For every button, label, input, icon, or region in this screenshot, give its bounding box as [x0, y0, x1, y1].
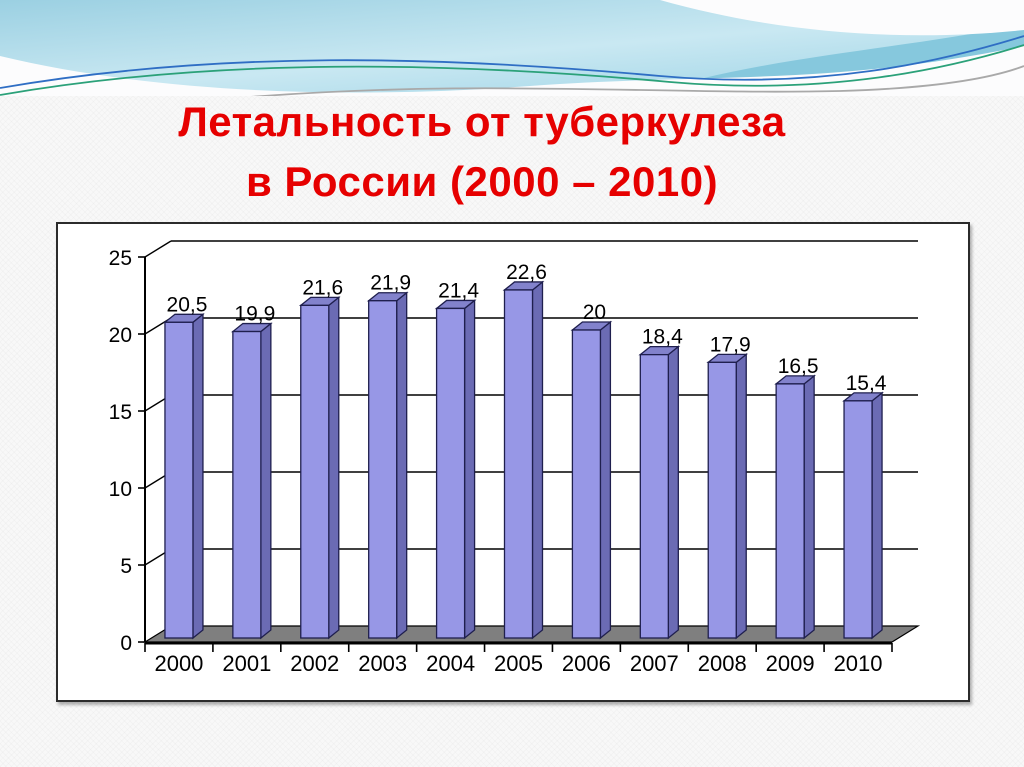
y-tick-label: 5 — [120, 555, 132, 578]
y-tick-label: 15 — [109, 401, 132, 424]
value-label: 21,6 — [302, 276, 343, 299]
bar-2002: 21,6 — [298, 276, 343, 640]
value-label: 15,4 — [846, 372, 887, 395]
x-tick-label: 2007 — [630, 651, 679, 676]
x-tick-label: 2006 — [562, 651, 611, 676]
slide-title-line1: Летальность от туберкулеза — [178, 98, 786, 145]
value-label: 19,9 — [234, 303, 275, 326]
x-axis — [144, 643, 893, 652]
wave-banner-icon — [0, 0, 1024, 96]
x-tick-label: 2010 — [834, 651, 883, 676]
x-tick-label: 2009 — [766, 651, 815, 676]
slide-title-line2: в России (2000 – 2010) — [245, 158, 719, 205]
x-tick-label: 2008 — [698, 651, 747, 676]
x-tick-label: 2004 — [426, 651, 475, 676]
bar-2001: 19,9 — [231, 303, 275, 640]
y-tick-label: 20 — [109, 324, 132, 347]
x-tick-label: 2003 — [358, 651, 407, 676]
bar-2006: 20 — [570, 301, 613, 640]
chart-frame: 0 5 10 15 20 25 20,5 2000 19,9 2001 21,6 2002 21,9 20… — [56, 222, 970, 702]
bar-2010: 15,4 — [842, 372, 887, 640]
bar-2008: 17,9 — [706, 333, 751, 640]
x-tick-label: 2005 — [494, 651, 543, 676]
x-tick-label: 2000 — [154, 651, 203, 676]
value-label: 21,9 — [370, 272, 411, 295]
value-label: 21,4 — [438, 279, 479, 302]
bar-2005: 22,6 — [502, 261, 547, 640]
value-label: 20,5 — [167, 293, 208, 316]
wave-shapes — [0, 0, 1024, 96]
x-tick-label: 2001 — [222, 651, 271, 676]
gridlines — [144, 240, 918, 566]
y-tick-label: 0 — [120, 632, 132, 655]
value-label: 20 — [583, 301, 606, 324]
bar-2003: 21,9 — [366, 272, 411, 640]
value-label: 18,4 — [642, 326, 683, 349]
bar-2007: 18,4 — [638, 326, 683, 640]
x-tick-label: 2002 — [290, 651, 339, 676]
value-label: 22,6 — [506, 261, 547, 284]
y-axis: 0 5 10 15 20 25 — [109, 247, 146, 655]
slide-title: Летальность от туберкулеза в России (200… — [0, 92, 964, 212]
value-label: 16,5 — [778, 355, 819, 378]
bar-2004: 21,4 — [434, 279, 479, 640]
bar-chart: 0 5 10 15 20 25 20,5 2000 19,9 2001 21,6 2002 21,9 20… — [109, 240, 921, 676]
bar-2009: 16,5 — [774, 355, 819, 640]
bar-2000: 20,5 — [163, 293, 208, 640]
value-label: 17,9 — [710, 333, 751, 356]
y-tick-label: 10 — [109, 478, 132, 501]
y-tick-label: 25 — [109, 247, 132, 270]
